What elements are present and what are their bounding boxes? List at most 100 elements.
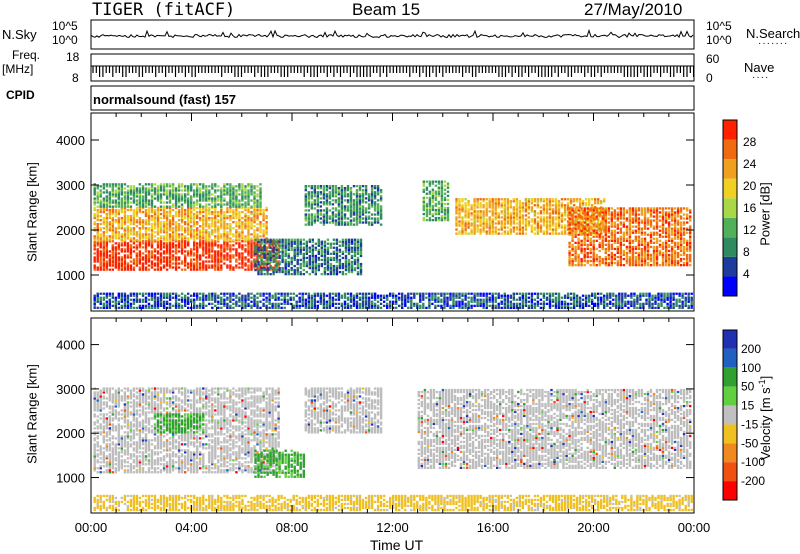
power-cell [162, 187, 166, 190]
power-cell [551, 200, 555, 203]
power-cell [117, 183, 120, 186]
power-cell [443, 198, 447, 201]
power-cell [281, 242, 284, 245]
power-cell [211, 239, 214, 242]
power-cell [601, 239, 604, 242]
power-cell [670, 251, 674, 255]
power-cell [111, 208, 114, 212]
power-cell [263, 250, 266, 253]
power-cell [580, 207, 583, 210]
power-cell [610, 217, 613, 220]
power-cell [461, 224, 464, 227]
power-cell [238, 206, 241, 210]
power-cell [352, 201, 356, 204]
power-cell [613, 247, 616, 251]
power-cell [536, 206, 540, 209]
power-cell [193, 239, 196, 242]
power-cell [269, 246, 272, 249]
power-cell [355, 201, 359, 204]
power-cell [428, 198, 432, 201]
power-cell [578, 226, 582, 229]
power-cell [108, 185, 111, 188]
power-cell [244, 201, 247, 204]
power-cell [619, 251, 622, 255]
power-cell [473, 210, 476, 213]
power-cell [214, 195, 217, 198]
power-cell [259, 187, 262, 190]
power-cell [184, 214, 187, 218]
power-cell [352, 223, 356, 226]
power-cell [290, 238, 293, 241]
power-cell [353, 240, 357, 243]
power-cell [153, 268, 157, 271]
power-cell [367, 197, 371, 200]
power-cell [120, 304, 123, 307]
power-cell [679, 235, 683, 238]
power-cell [586, 237, 589, 240]
power-cell [628, 217, 632, 220]
power-cell [196, 237, 199, 240]
power-cell [370, 201, 374, 204]
power-cell [340, 185, 344, 188]
power-cell [272, 273, 275, 276]
power-cell [168, 205, 172, 208]
power-cell [428, 182, 432, 185]
power-cell [247, 216, 250, 220]
power-cell [196, 235, 199, 238]
power-cell [346, 223, 350, 226]
power-cell [108, 214, 111, 218]
power-cell [667, 261, 671, 265]
power-cell [180, 225, 184, 228]
power-cell [168, 227, 172, 230]
power-cell [223, 210, 226, 214]
power-cell [202, 306, 205, 309]
power-cell [174, 205, 178, 208]
power-cell [425, 210, 429, 214]
power-cell [105, 256, 108, 259]
power-cell [689, 217, 692, 220]
power-cell [111, 193, 114, 196]
power-cell [287, 244, 290, 247]
power-cell [455, 202, 458, 205]
power-cell [220, 227, 223, 230]
power-cell [325, 217, 329, 220]
power-cell [220, 212, 223, 216]
power-cell [93, 191, 96, 194]
power-cell [153, 235, 157, 238]
power-cell [673, 237, 677, 240]
power-cell [545, 216, 549, 219]
power-cell [631, 219, 635, 222]
power-cell [102, 258, 105, 261]
power-cell [120, 300, 123, 303]
power-cell [257, 273, 260, 276]
power-cell [610, 243, 613, 246]
power-cell [214, 231, 217, 234]
power-cell [667, 255, 671, 259]
power-cell [193, 244, 196, 247]
power-cell [512, 212, 515, 215]
power-cell [126, 250, 130, 253]
power-cell [187, 205, 190, 208]
power-cell [673, 211, 677, 214]
power-cell [144, 256, 148, 259]
power-cell [563, 232, 567, 235]
power-cell [554, 198, 558, 201]
power-cell [126, 225, 130, 228]
power-cell [159, 187, 163, 190]
power-cell [604, 221, 607, 224]
power-cell [205, 206, 208, 210]
power-cell [229, 195, 232, 198]
power-cell [689, 241, 692, 244]
power-cell [337, 187, 341, 190]
power-cell [117, 235, 120, 238]
power-cell [159, 205, 163, 208]
power-cell [349, 213, 353, 216]
power-cell [138, 244, 142, 247]
power-cell [171, 266, 175, 269]
power-cell [379, 195, 383, 198]
power-cell [129, 264, 133, 267]
power-cell [117, 252, 120, 255]
power-cell [247, 250, 250, 253]
power-cell [105, 252, 108, 255]
power-cell [205, 246, 208, 249]
